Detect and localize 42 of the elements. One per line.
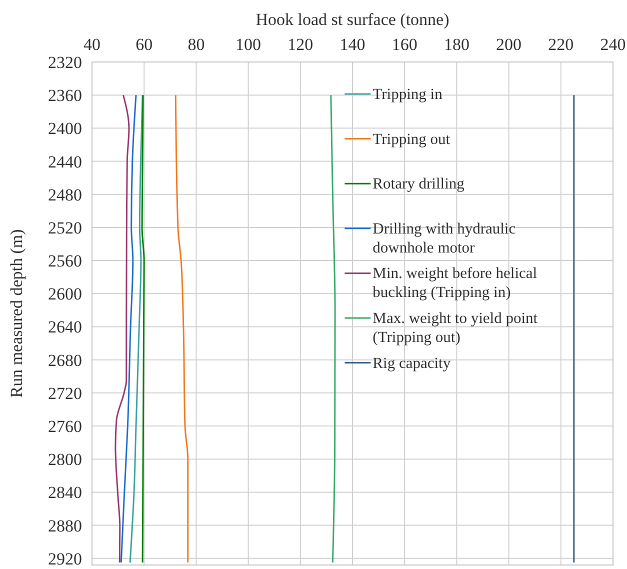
x-tick-label: 120: [288, 35, 314, 54]
y-tick-label: 2840: [48, 483, 82, 502]
line-series: [114, 94, 130, 564]
x-tick-label: 140: [340, 35, 366, 54]
line-series: [330, 94, 336, 564]
line-series: [141, 94, 145, 564]
y-axis-title: Run measured depth (m): [7, 229, 26, 398]
legend-label: Tripping in: [372, 86, 443, 103]
line-series: [129, 94, 144, 564]
y-tick-label: 2720: [48, 384, 82, 403]
legend-label: Rig capacity: [372, 354, 451, 372]
y-tick-label: 2760: [48, 417, 82, 436]
y-tick-label: 2400: [48, 119, 82, 138]
y-tick-label: 2320: [48, 53, 82, 72]
x-tick-label: 60: [136, 35, 153, 54]
line-series: [174, 94, 189, 564]
y-tick-label: 2800: [48, 450, 82, 470]
x-tick-label: 80: [188, 35, 205, 54]
legend-label: Drilling with hydraulic downhole motor: [372, 220, 516, 256]
y-tick-label: 2640: [48, 318, 82, 337]
y-tick-label: 2520: [48, 218, 82, 238]
y-tick-label: 2480: [48, 185, 82, 204]
x-tick-label: 100: [236, 35, 262, 54]
y-tick-label: 2440: [48, 152, 82, 172]
x-tick-label: 200: [496, 35, 522, 54]
x-tick-label: 180: [444, 35, 470, 54]
y-tick-label: 2920: [48, 549, 82, 568]
y-tick-label: 2600: [48, 284, 82, 304]
x-axis-title: Hook load st surface (tonne): [256, 10, 450, 29]
x-tick-label: 240: [600, 35, 626, 54]
legend-label: Tripping out: [372, 130, 451, 148]
x-tick-label: 40: [84, 35, 100, 54]
y-tick-label: 2880: [48, 516, 82, 536]
legend-label: Max. weight to yield point (Tripping out): [372, 310, 538, 346]
x-tick-label: 220: [548, 35, 574, 54]
line-series: [120, 94, 137, 564]
x-tick-label: 160: [392, 35, 418, 54]
y-tick-label: 2560: [48, 252, 82, 271]
legend-label: Rotary drilling: [372, 176, 465, 193]
y-tick-label: 2360: [48, 86, 82, 106]
legend-label: Min. weight before helical buckling (Tripping in): [372, 265, 538, 302]
y-tick-label: 2680: [48, 350, 82, 370]
